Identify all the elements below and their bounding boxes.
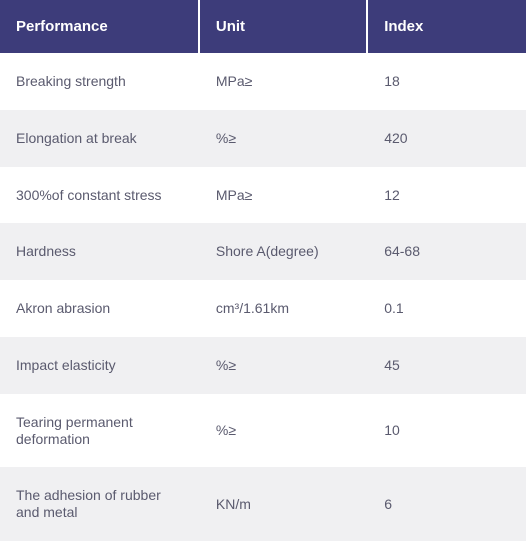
cell-index: 18 (368, 53, 526, 110)
cell-performance: Breaking strength (0, 53, 200, 110)
cell-performance: Hardness (0, 223, 200, 280)
table-header-row: Performance Unit Index (0, 0, 526, 53)
cell-unit: KN/m (200, 467, 368, 541)
table-body: Breaking strength MPa≥ 18 Elongation at … (0, 53, 526, 541)
cell-unit: %≥ (200, 110, 368, 167)
header-index: Index (368, 0, 526, 53)
cell-index: 10 (368, 394, 526, 468)
header-performance: Performance (0, 0, 200, 53)
cell-index: 64-68 (368, 223, 526, 280)
header-unit: Unit (200, 0, 368, 53)
performance-table: Performance Unit Index Breaking strength… (0, 0, 526, 541)
table-row: Akron abrasion cm³/1.61km 0.1 (0, 280, 526, 337)
cell-unit: %≥ (200, 337, 368, 394)
cell-unit: MPa≥ (200, 167, 368, 224)
cell-performance: Elongation at break (0, 110, 200, 167)
cell-performance: The adhesion of rubber and metal (0, 467, 200, 541)
cell-performance: Akron abrasion (0, 280, 200, 337)
cell-performance: 300%of constant stress (0, 167, 200, 224)
table-row: 300%of constant stress MPa≥ 12 (0, 167, 526, 224)
table-row: Elongation at break %≥ 420 (0, 110, 526, 167)
cell-index: 12 (368, 167, 526, 224)
table-row: Hardness Shore A(degree) 64-68 (0, 223, 526, 280)
cell-unit: %≥ (200, 394, 368, 468)
cell-index: 45 (368, 337, 526, 394)
table-row: The adhesion of rubber and metal KN/m 6 (0, 467, 526, 541)
table-row: Impact elasticity %≥ 45 (0, 337, 526, 394)
cell-performance: Impact elasticity (0, 337, 200, 394)
table-row: Tearing permanent deformation %≥ 10 (0, 394, 526, 468)
table-row: Breaking strength MPa≥ 18 (0, 53, 526, 110)
cell-unit: Shore A(degree) (200, 223, 368, 280)
cell-unit: MPa≥ (200, 53, 368, 110)
cell-performance: Tearing permanent deformation (0, 394, 200, 468)
cell-unit: cm³/1.61km (200, 280, 368, 337)
cell-index: 0.1 (368, 280, 526, 337)
cell-index: 6 (368, 467, 526, 541)
cell-index: 420 (368, 110, 526, 167)
